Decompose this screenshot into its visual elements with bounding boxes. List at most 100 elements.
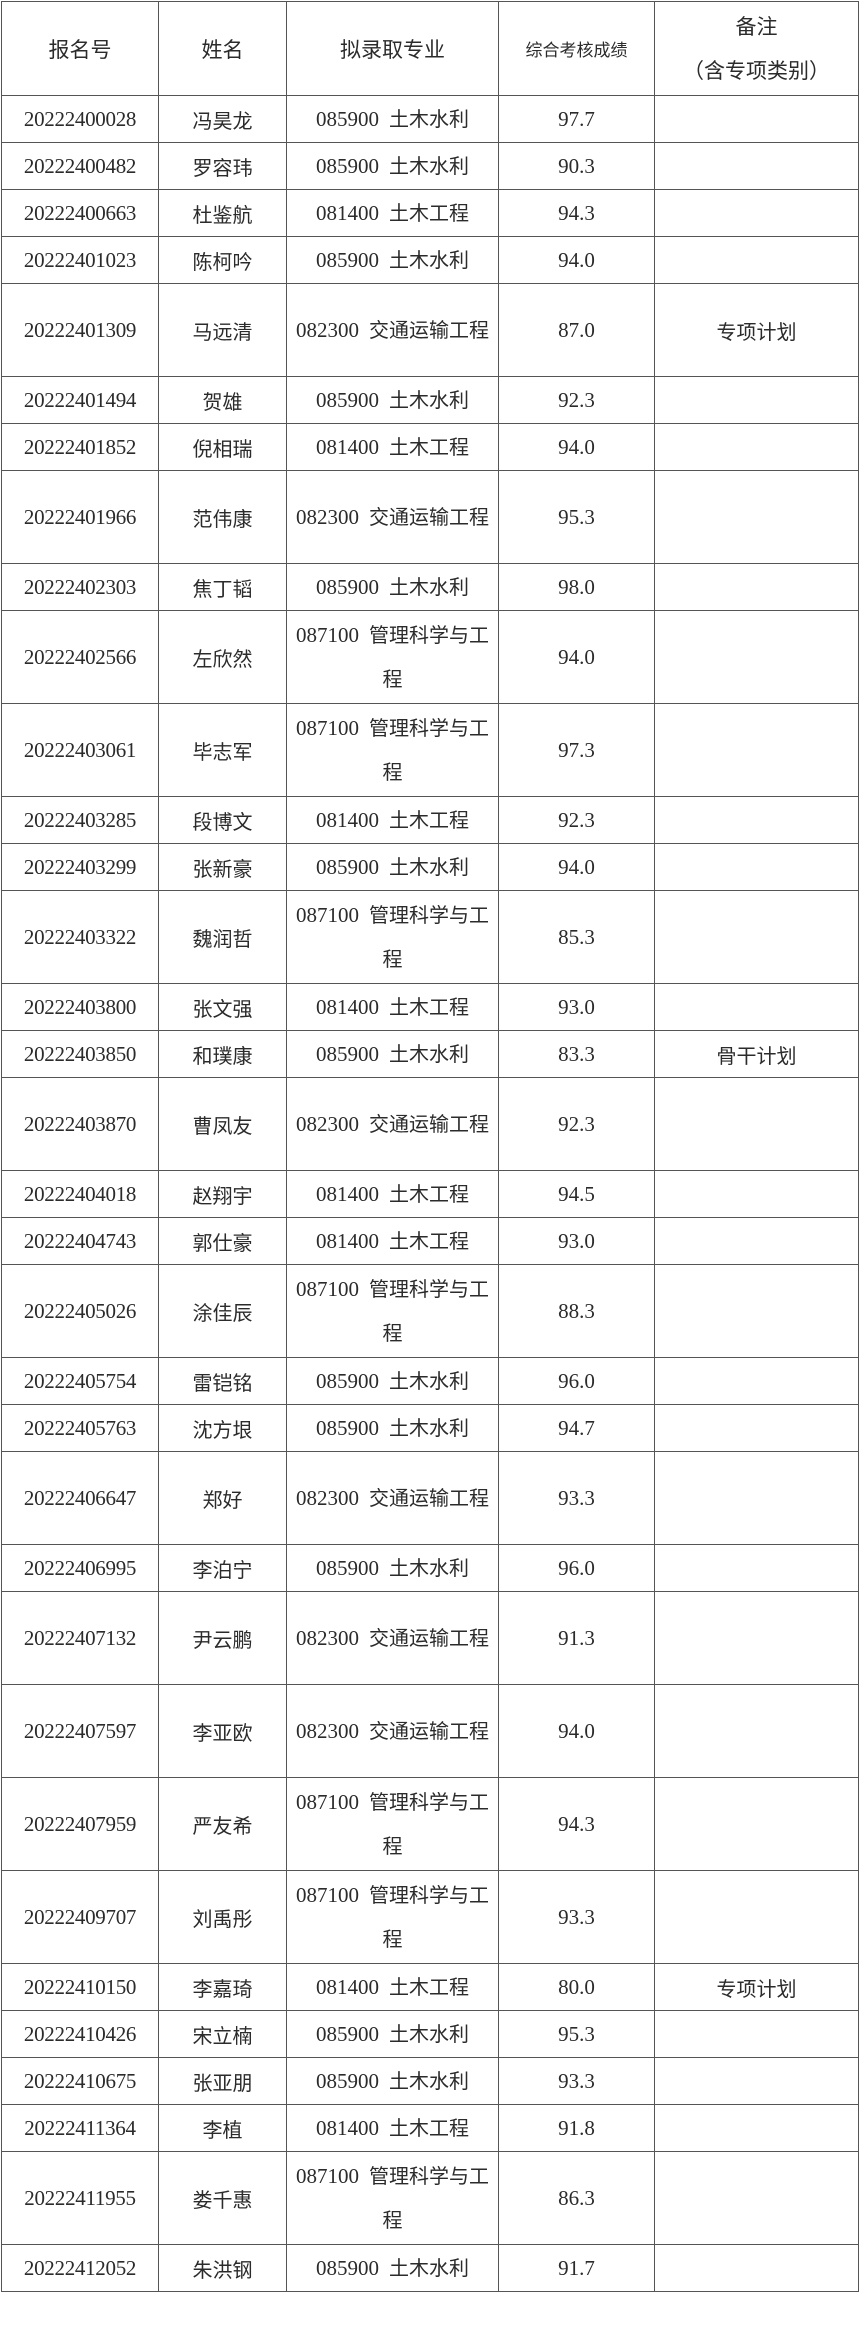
cell-major: 085900 土木水利 — [286, 2057, 499, 2105]
cell-score: 93.3 — [498, 1870, 655, 1964]
major-name: 管理科学与工程 — [369, 1790, 489, 1858]
cell-score: 97.7 — [498, 95, 655, 143]
cell-score: 93.0 — [498, 1217, 655, 1265]
table-row: 20222406647 郑好 082300 交通运输工程 93.3 — [1, 1451, 859, 1545]
cell-registration-id: 20222400663 — [1, 189, 159, 237]
major-code: 085900 — [316, 1556, 379, 1580]
cell-score: 93.3 — [498, 1451, 655, 1545]
cell-score: 88.3 — [498, 1264, 655, 1358]
major-code: 085900 — [316, 1042, 379, 1066]
table-row: 20222400482 罗容玮 085900 土木水利 90.3 — [1, 142, 859, 190]
cell-major: 081400 土木工程 — [286, 1963, 499, 2011]
cell-remark — [654, 2104, 859, 2152]
cell-score: 83.3 — [498, 1030, 655, 1078]
cell-name: 李植 — [158, 2104, 287, 2152]
table-row: 20222400028 冯昊龙 085900 土木水利 97.7 — [1, 95, 859, 143]
cell-registration-id: 20222404018 — [1, 1170, 159, 1218]
major-code: 085900 — [316, 2022, 379, 2046]
cell-registration-id: 20222403061 — [1, 703, 159, 797]
header-id: 报名号 — [1, 1, 159, 96]
table-row: 20222401309 马远清 082300 交通运输工程 87.0 专项计划 — [1, 283, 859, 377]
cell-registration-id: 20222401309 — [1, 283, 159, 377]
cell-registration-id: 20222401852 — [1, 423, 159, 471]
major-code: 081400 — [316, 1975, 379, 1999]
table-row: 20222407959 严友希 087100 管理科学与工程 94.3 — [1, 1777, 859, 1871]
cell-score: 95.3 — [498, 2010, 655, 2058]
cell-registration-id: 20222403285 — [1, 796, 159, 844]
cell-major: 085900 土木水利 — [286, 843, 499, 891]
table-row: 20222401852 倪相瑞 081400 土木工程 94.0 — [1, 423, 859, 471]
major-name: 土木水利 — [389, 248, 469, 272]
cell-name: 赵翔宇 — [158, 1170, 287, 1218]
cell-remark — [654, 376, 859, 424]
cell-score: 93.0 — [498, 983, 655, 1031]
cell-name: 冯昊龙 — [158, 95, 287, 143]
cell-score: 86.3 — [498, 2151, 655, 2245]
major-name: 土木工程 — [389, 1229, 469, 1253]
cell-major: 085900 土木水利 — [286, 1357, 499, 1405]
cell-registration-id: 20222401966 — [1, 470, 159, 564]
table-row: 20222403061 毕志军 087100 管理科学与工程 97.3 — [1, 703, 859, 797]
major-name: 土木水利 — [389, 575, 469, 599]
cell-major: 087100 管理科学与工程 — [286, 703, 499, 797]
cell-registration-id: 20222406647 — [1, 1451, 159, 1545]
cell-score: 92.3 — [498, 1077, 655, 1171]
cell-name: 陈柯吟 — [158, 236, 287, 284]
cell-major: 087100 管理科学与工程 — [286, 2151, 499, 2245]
header-name: 姓名 — [158, 1, 287, 96]
cell-registration-id: 20222410150 — [1, 1963, 159, 2011]
cell-score: 96.0 — [498, 1544, 655, 1592]
table-row: 20222411364 李植 081400 土木工程 91.8 — [1, 2104, 859, 2152]
major-name: 土木工程 — [389, 1182, 469, 1206]
table-row: 20222405763 沈方垠 085900 土木水利 94.7 — [1, 1404, 859, 1452]
table-row: 20222410150 李嘉琦 081400 土木工程 80.0 专项计划 — [1, 1963, 859, 2011]
major-code: 085900 — [316, 1416, 379, 1440]
cell-remark — [654, 1217, 859, 1265]
cell-score: 94.0 — [498, 610, 655, 704]
cell-name: 李嘉琦 — [158, 1963, 287, 2011]
major-name: 交通运输工程 — [369, 1719, 489, 1743]
cell-registration-id: 20222403322 — [1, 890, 159, 984]
cell-registration-id: 20222401494 — [1, 376, 159, 424]
cell-name: 倪相瑞 — [158, 423, 287, 471]
cell-name: 严友希 — [158, 1777, 287, 1871]
cell-registration-id: 20222403870 — [1, 1077, 159, 1171]
cell-name: 张新豪 — [158, 843, 287, 891]
cell-score: 91.3 — [498, 1591, 655, 1685]
table-row: 20222401966 范伟康 082300 交通运输工程 95.3 — [1, 470, 859, 564]
cell-remark — [654, 843, 859, 891]
cell-major: 087100 管理科学与工程 — [286, 610, 499, 704]
cell-name: 郭仕豪 — [158, 1217, 287, 1265]
cell-remark — [654, 796, 859, 844]
cell-remark — [654, 1264, 859, 1358]
major-code: 085900 — [316, 2256, 379, 2280]
major-name: 土木工程 — [389, 995, 469, 1019]
major-code: 087100 — [296, 623, 359, 647]
table-row: 20222403285 段博文 081400 土木工程 92.3 — [1, 796, 859, 844]
major-name: 土木水利 — [389, 1042, 469, 1066]
cell-registration-id: 20222410426 — [1, 2010, 159, 2058]
cell-major: 081400 土木工程 — [286, 2104, 499, 2152]
cell-remark — [654, 470, 859, 564]
cell-name: 郑好 — [158, 1451, 287, 1545]
cell-name: 马远清 — [158, 283, 287, 377]
cell-name: 张文强 — [158, 983, 287, 1031]
cell-score: 85.3 — [498, 890, 655, 984]
cell-registration-id: 20222403800 — [1, 983, 159, 1031]
cell-name: 张亚朋 — [158, 2057, 287, 2105]
major-name: 土木工程 — [389, 201, 469, 225]
major-name: 土木水利 — [389, 154, 469, 178]
cell-remark — [654, 1684, 859, 1778]
cell-score: 94.3 — [498, 189, 655, 237]
table-row: 20222403299 张新豪 085900 土木水利 94.0 — [1, 843, 859, 891]
major-code: 087100 — [296, 2164, 359, 2188]
cell-name: 范伟康 — [158, 470, 287, 564]
cell-score: 87.0 — [498, 283, 655, 377]
table-row: 20222403850 和璞康 085900 土木水利 83.3 骨干计划 — [1, 1030, 859, 1078]
major-name: 土木水利 — [389, 2256, 469, 2280]
major-name: 交通运输工程 — [369, 505, 489, 529]
cell-score: 90.3 — [498, 142, 655, 190]
cell-major: 081400 土木工程 — [286, 189, 499, 237]
major-name: 管理科学与工程 — [369, 903, 489, 971]
cell-major: 085900 土木水利 — [286, 563, 499, 611]
